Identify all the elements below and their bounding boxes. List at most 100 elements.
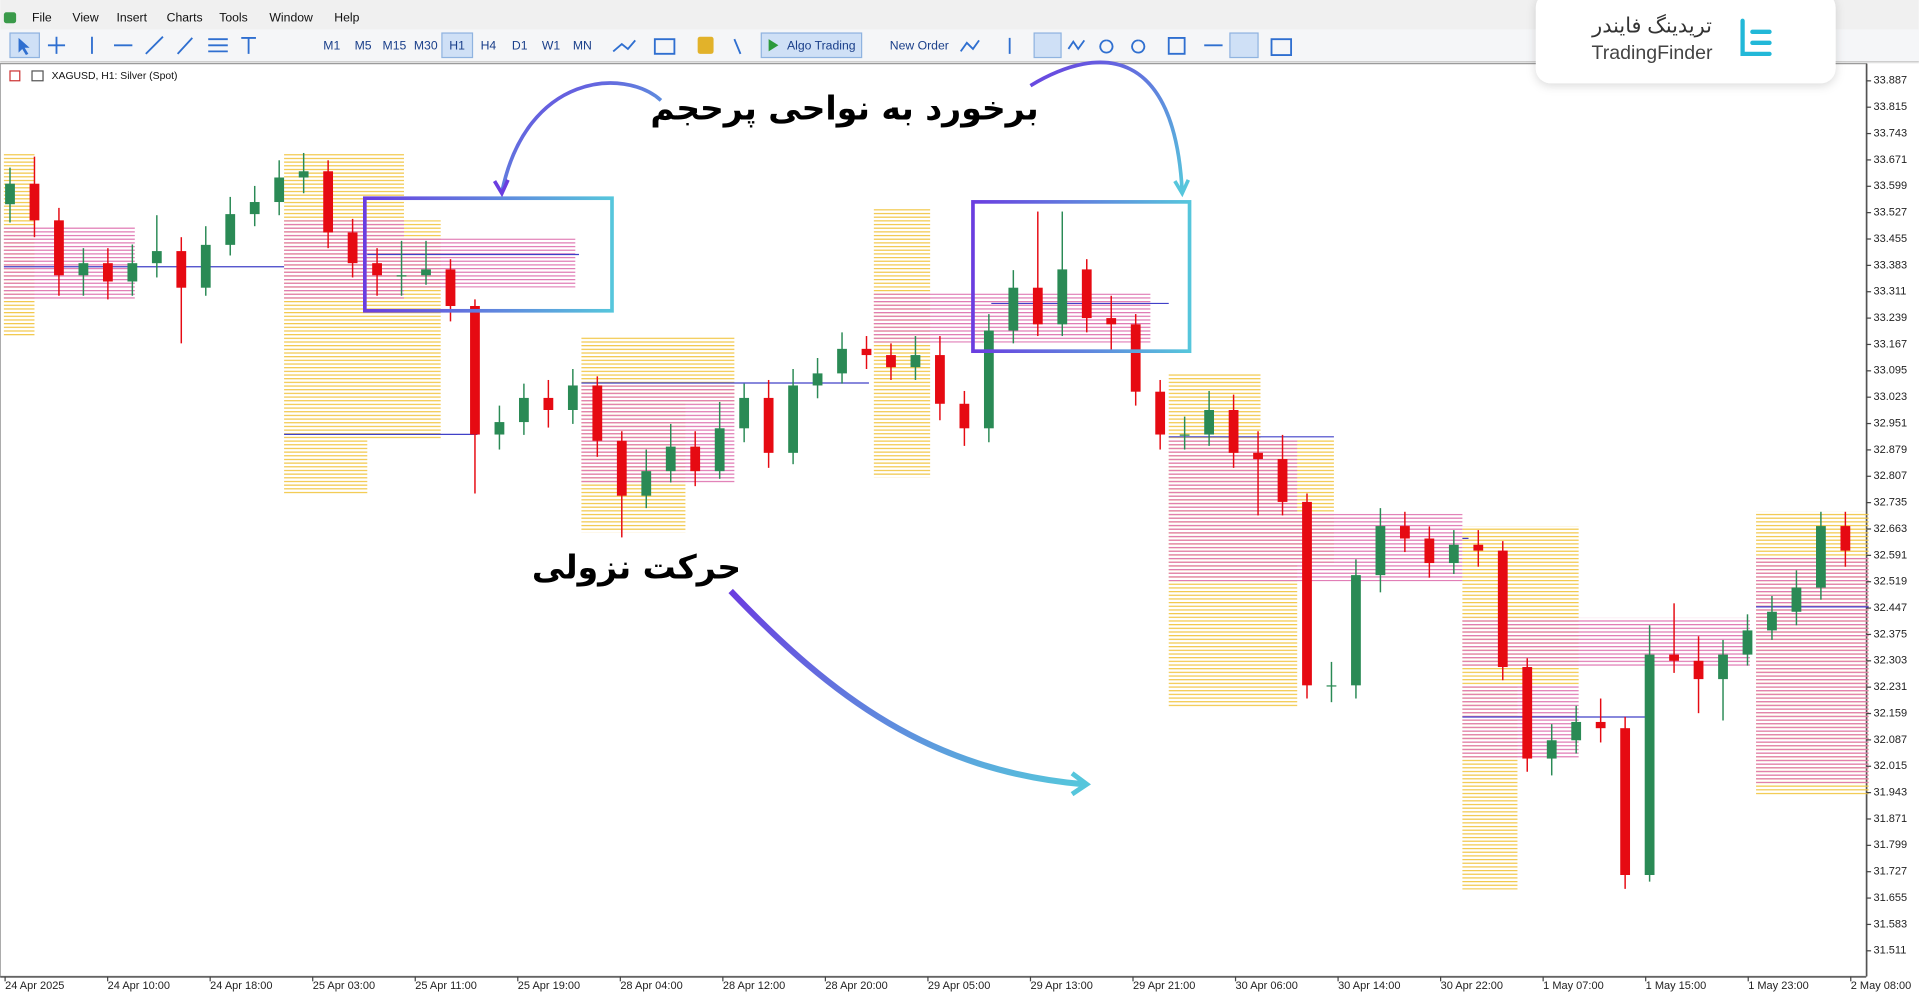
y-tick-label: 32.303 — [1874, 655, 1908, 667]
candle-body — [1497, 550, 1508, 668]
candle-body — [1595, 721, 1606, 729]
symbol-label: XAGUSD, H1: Silver (Spot) — [52, 71, 178, 82]
y-tick-label: 33.887 — [1874, 75, 1908, 87]
candle-body — [1718, 654, 1728, 680]
candle-body — [1399, 526, 1410, 539]
timeframe-button[interactable]: H1 — [449, 39, 465, 53]
candle-body — [1277, 459, 1288, 502]
arrowhead — [1070, 771, 1091, 797]
timeframe-button[interactable]: M5 — [355, 39, 372, 53]
menu-bar: File View Insert Charts Tools Window Help — [32, 11, 360, 25]
menu-item[interactable]: Charts — [167, 11, 203, 25]
new-order-button[interactable]: New Order — [890, 39, 949, 53]
drawing-tools[interactable] — [91, 36, 256, 55]
market-icon[interactable] — [697, 36, 714, 54]
candle-body — [102, 263, 113, 282]
algo-button-bg[interactable] — [760, 32, 863, 59]
candle-body — [739, 397, 750, 429]
x-tick-label: 25 Apr 03:00 — [313, 980, 375, 992]
x-tick-label: 28 Apr 04:00 — [620, 980, 682, 992]
candle-body — [200, 244, 211, 288]
timeframe-button[interactable]: M30 — [414, 39, 438, 53]
candle-body — [1546, 740, 1557, 759]
timeframe-button[interactable]: D1 — [512, 39, 528, 53]
x-tick-label: 30 Apr 06:00 — [1236, 980, 1298, 992]
x-tick-label: 30 Apr 14:00 — [1338, 980, 1400, 992]
candle-body — [127, 263, 138, 282]
candle-body — [1693, 660, 1704, 680]
candle-body — [1448, 544, 1459, 564]
menu-item[interactable]: Help — [334, 11, 359, 25]
candle-body — [494, 422, 505, 435]
candle-body — [788, 385, 798, 453]
candle-body — [886, 355, 896, 368]
candle-body — [1032, 287, 1043, 325]
timeframe-button[interactable]: M1 — [323, 39, 340, 53]
y-tick-label: 32.015 — [1874, 760, 1908, 772]
menu-item[interactable]: View — [72, 11, 98, 25]
candle-body — [616, 440, 627, 496]
menu-item[interactable]: Insert — [116, 11, 147, 25]
candle-body — [1620, 728, 1631, 876]
candle-body — [1326, 685, 1337, 687]
y-tick-label: 31.871 — [1874, 813, 1908, 825]
candle-body — [298, 171, 309, 178]
logo-card — [1535, 0, 1836, 84]
candle-body — [323, 171, 334, 233]
y-tick-label: 32.591 — [1874, 549, 1908, 561]
candle-body — [274, 177, 285, 203]
menu-item[interactable]: Tools — [219, 11, 248, 25]
x-tick-label: 1 May 23:00 — [1748, 980, 1809, 992]
x-tick-label: 2 May 08:00 — [1851, 980, 1912, 992]
y-tick-label: 32.951 — [1874, 417, 1908, 429]
annotation-zones: برخورد به نواحی پرحجم — [650, 89, 1038, 129]
arrow — [500, 81, 663, 193]
candle-body — [372, 263, 382, 276]
cursor-icon — [18, 37, 30, 56]
play-icon — [768, 39, 779, 52]
candle-body — [763, 397, 774, 453]
candle-body — [396, 275, 407, 277]
candle-body — [1155, 391, 1166, 435]
algo-trading-button[interactable]: Algo Trading — [787, 39, 856, 53]
crosshair-icon[interactable] — [47, 36, 66, 54]
candle-body — [1791, 587, 1802, 612]
y-tick-label: 32.663 — [1874, 523, 1908, 535]
y-tick-label: 33.095 — [1874, 365, 1908, 377]
candle-body — [29, 183, 40, 221]
candle-body — [861, 348, 872, 356]
candle-body — [176, 251, 187, 288]
x-tick-label: 1 May 15:00 — [1646, 980, 1707, 992]
candle-body — [1767, 611, 1777, 631]
candle-body — [1816, 526, 1826, 588]
x-tick-label: 25 Apr 11:00 — [415, 980, 477, 992]
menu-item[interactable]: File — [32, 11, 52, 25]
axes: 33.887 33.815 33.743 33.671 33.599 33.527 33.4… — [4, 75, 1912, 992]
candle-body — [690, 446, 701, 472]
timeframe-button[interactable]: M15 — [383, 39, 407, 53]
candle-body — [421, 269, 431, 276]
timeframe-button[interactable]: H4 — [481, 39, 497, 53]
active-timeframe-bg — [441, 32, 474, 59]
x-tick-label: 28 Apr 20:00 — [825, 980, 887, 992]
y-tick-label: 32.375 — [1874, 628, 1908, 640]
y-tick-label: 33.023 — [1874, 391, 1908, 403]
candle-body — [935, 355, 945, 404]
candle-body — [1204, 409, 1215, 435]
arrowhead — [1173, 179, 1190, 198]
candle-body — [1375, 526, 1386, 576]
candle-body — [1351, 575, 1361, 686]
x-tick-label: 29 Apr 05:00 — [928, 980, 990, 992]
y-tick-label: 33.743 — [1874, 127, 1908, 139]
logo-fa: تریدینگ فایندر — [1591, 13, 1712, 37]
timeframe-button[interactable]: MN — [573, 39, 592, 53]
y-tick-label: 32.735 — [1874, 497, 1908, 509]
candle-body — [54, 220, 64, 276]
candle-body — [225, 214, 236, 245]
candle-body — [665, 446, 676, 472]
profile-value-area — [3, 220, 1869, 784]
menu-item[interactable]: Window — [269, 11, 313, 25]
timeframe-button[interactable]: W1 — [542, 39, 561, 53]
candle-body — [347, 232, 358, 264]
